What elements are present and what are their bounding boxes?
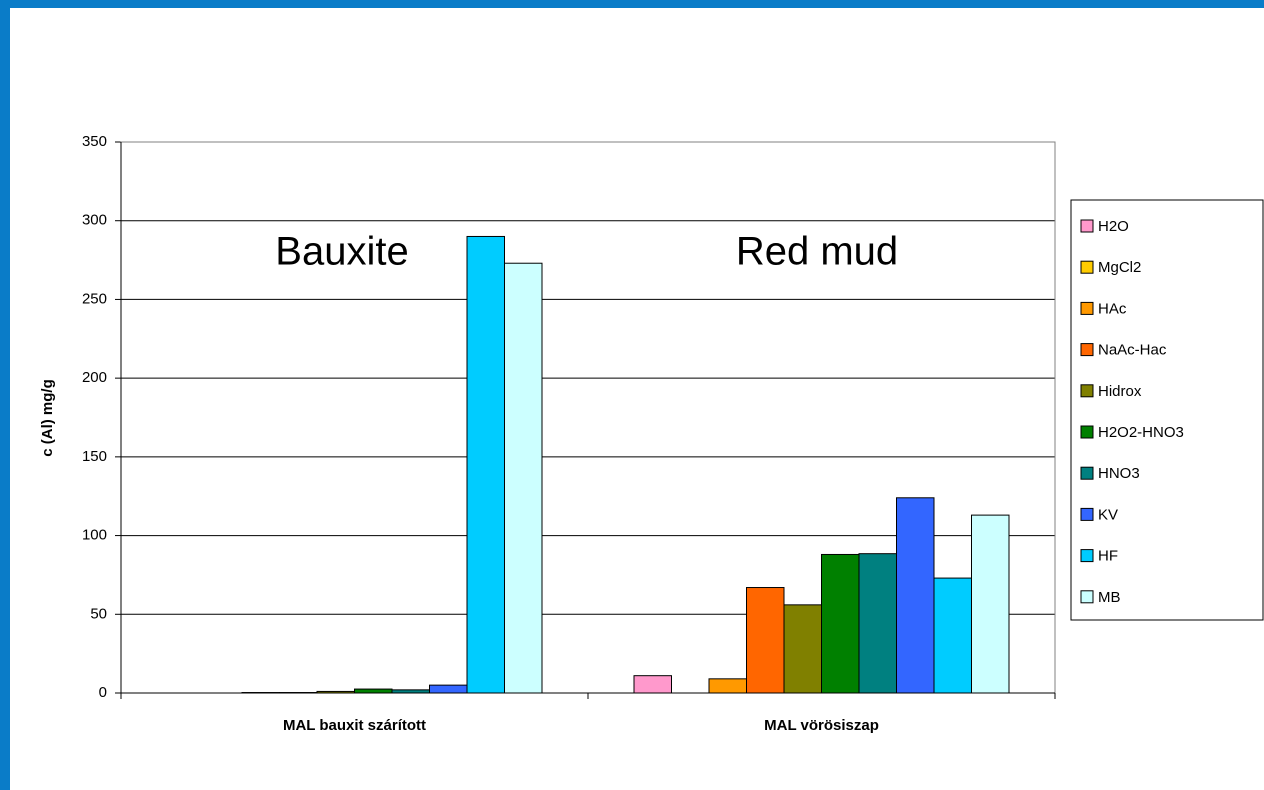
legend-swatch — [1080, 260, 1094, 274]
y-tick-label: 250 — [82, 290, 107, 307]
legend-box — [1070, 199, 1264, 621]
legend-swatch — [1080, 425, 1094, 439]
bar — [933, 577, 972, 694]
legend-label: H2O — [1098, 218, 1129, 235]
bar — [746, 587, 785, 694]
legend-label: Hidrox — [1098, 383, 1142, 400]
bar — [896, 497, 935, 694]
bar — [821, 553, 860, 694]
legend-swatch — [1080, 507, 1094, 521]
bar — [783, 604, 822, 694]
bar — [429, 684, 468, 694]
legend-swatch — [1080, 549, 1094, 563]
legend-label: KV — [1098, 506, 1118, 523]
legend-label: H2O2-HNO3 — [1098, 424, 1184, 441]
legend-swatch — [1080, 219, 1094, 233]
y-tick-label: 200 — [82, 369, 107, 386]
legend-label: HAc — [1098, 300, 1127, 317]
bar — [971, 514, 1010, 694]
bar — [466, 235, 505, 694]
left-band — [0, 0, 10, 790]
bar — [708, 678, 747, 694]
annotation: Bauxite — [275, 230, 408, 274]
legend-swatch — [1080, 384, 1094, 398]
legend-label: HF — [1098, 548, 1118, 565]
bar — [633, 675, 672, 694]
x-tick-label: MAL bauxit szárított — [283, 717, 426, 734]
legend-swatch — [1080, 466, 1094, 480]
legend-swatch — [1080, 590, 1094, 604]
legend-label: MgCl2 — [1098, 259, 1141, 276]
y-tick-label: 350 — [82, 133, 107, 150]
annotation: Red mud — [736, 230, 898, 274]
y-tick-label: 100 — [82, 527, 107, 544]
legend-label: NaAc-Hac — [1098, 342, 1167, 359]
legend-swatch — [1080, 301, 1094, 315]
top-band — [0, 0, 1264, 8]
bar — [354, 688, 393, 694]
bar — [504, 262, 543, 694]
y-axis-label: c (Al) mg/g — [39, 379, 56, 457]
y-tick-label: 300 — [82, 212, 107, 229]
x-tick-label: MAL vörösiszap — [764, 717, 879, 734]
legend-label: MB — [1098, 589, 1121, 606]
legend-label: HNO3 — [1098, 465, 1140, 482]
y-tick-label: 150 — [82, 448, 107, 465]
y-tick-label: 50 — [90, 605, 107, 622]
legend-swatch — [1080, 343, 1094, 357]
y-tick-label: 0 — [99, 684, 107, 701]
bar — [858, 553, 897, 694]
